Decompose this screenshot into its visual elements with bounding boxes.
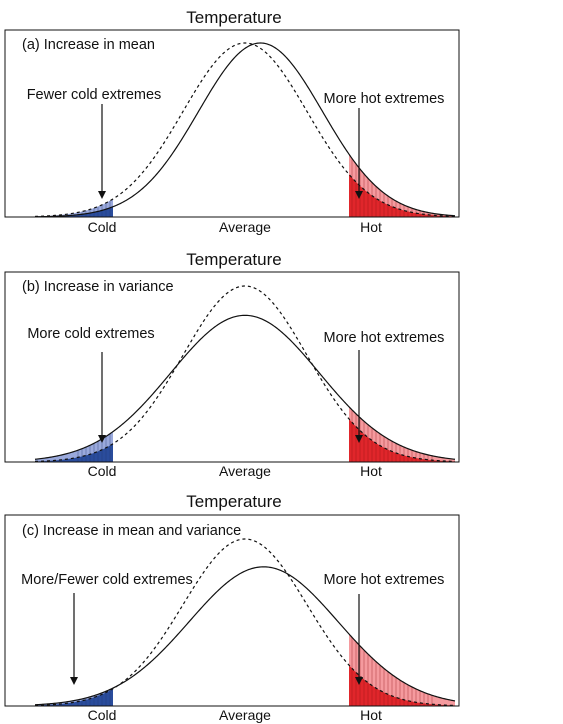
hot-tail-dark-area <box>349 418 455 462</box>
panel-b-frame <box>4 271 460 463</box>
panel-a-shading <box>35 154 455 218</box>
hot-tail-dark-area <box>349 665 455 706</box>
panel-a-right-annotation: More hot extremes <box>324 91 445 107</box>
panel-a-hot-label: Hot <box>360 219 382 235</box>
cold-tail-dark-area <box>35 443 113 462</box>
panel-b-hot-arrowhead <box>355 435 363 443</box>
panel-c-hot-label: Hot <box>360 707 382 723</box>
panel-c-shading <box>35 633 455 707</box>
panel-b-left-annotation: More cold extremes <box>27 326 154 342</box>
panel-c-hot-arrowhead <box>355 677 363 685</box>
panel-b-title: Temperature <box>186 250 281 269</box>
panel-c-title: Temperature <box>186 492 281 511</box>
panel-b-right-annotation: More hot extremes <box>324 330 445 346</box>
panel-c-average-label: Average <box>219 707 271 723</box>
panel-b-cold-arrowhead <box>98 435 106 443</box>
panel-b-cold-label: Cold <box>88 463 117 479</box>
panel-a-cold-label: Cold <box>88 219 117 235</box>
panel-a: Temperature (a) Increase in mean Fewer c… <box>4 8 460 235</box>
panel-b-shifted-curve <box>34 314 456 460</box>
panel-b-average-label: Average <box>219 463 271 479</box>
panel-c-right-annotation: More hot extremes <box>324 572 445 588</box>
panel-a-hot-arrowhead <box>355 191 363 199</box>
hot-tail-dark-area <box>349 174 455 217</box>
cold-tail-dark-area <box>35 206 113 217</box>
panel-c-label: (c) Increase in mean and variance <box>22 523 241 539</box>
cold-tail-dark-area <box>35 688 113 706</box>
panel-a-cold-arrowhead <box>98 191 106 199</box>
panel-a-frame <box>4 29 460 218</box>
panel-a-average-label: Average <box>219 219 271 235</box>
panel-c-reference-curve <box>34 538 456 707</box>
panel-b-label: (b) Increase in variance <box>22 279 174 295</box>
panel-b-hot-label: Hot <box>360 463 382 479</box>
panel-c-left-annotation: More/Fewer cold extremes <box>21 572 193 588</box>
panel-c-cold-arrowhead <box>70 677 78 685</box>
panel-a-left-annotation: Fewer cold extremes <box>27 87 162 103</box>
panel-c-cold-label: Cold <box>88 707 117 723</box>
panel-c-frame <box>4 514 460 707</box>
panel-a-label: (a) Increase in mean <box>22 37 155 53</box>
panel-b-shading <box>35 406 455 463</box>
panel-c-shifted-curve <box>34 566 456 706</box>
panel-b-reference-curve <box>34 285 456 463</box>
panel-a-reference-curve <box>34 42 456 218</box>
panel-a-title: Temperature <box>186 8 281 27</box>
panel-b: Temperature (b) Increase in variance Mor… <box>4 250 460 479</box>
panel-c: Temperature (c) Increase in mean and var… <box>4 492 460 723</box>
panel-a-shifted-curve <box>34 42 456 218</box>
